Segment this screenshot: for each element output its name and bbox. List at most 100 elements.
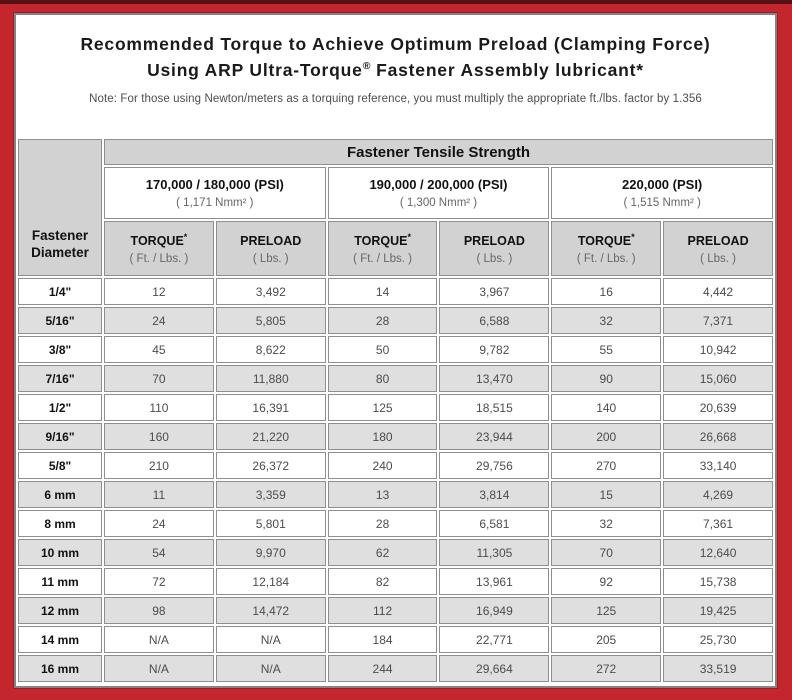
value-cell: 272 <box>551 655 662 682</box>
value-cell: N/A <box>215 626 326 653</box>
value-cell: 16 <box>551 278 662 305</box>
value-cell: 90 <box>551 365 662 392</box>
value-cell: 270 <box>551 452 662 479</box>
table-row: 11 mm 72 12,184 82 13,961 92 15,738 <box>18 568 773 595</box>
psi-value: 220,000 (PSI) <box>622 177 703 192</box>
diameter-cell: 12 mm <box>18 597 102 624</box>
value-cell: 5,801 <box>215 510 326 537</box>
value-cell: 92 <box>551 568 662 595</box>
column-header-title: PRELOAD <box>687 234 749 249</box>
table-row: 1/4" 12 3,492 14 3,967 16 4,442 <box>18 278 773 305</box>
value-cell: 3,967 <box>439 278 550 305</box>
header-row-psi: 170,000 / 180,000 (PSI) ( 1,171 Nmm² ) 1… <box>18 167 773 219</box>
value-cell: 62 <box>327 539 438 566</box>
diameter-cell: 1/2" <box>18 394 102 421</box>
value-cell: 12,640 <box>663 539 773 566</box>
value-cell: 13 <box>327 481 438 508</box>
table-row: 9/16" 160 21,220 180 23,944 200 26,668 <box>18 423 773 450</box>
value-cell: 140 <box>551 394 662 421</box>
table-row: 14 mm N/A N/A 184 22,771 205 25,730 <box>18 626 773 653</box>
header-row-tensile: Fastener Diameter Fastener Tensile Stren… <box>18 139 773 276</box>
value-cell: 4,269 <box>663 481 773 508</box>
value-cell: 70 <box>104 365 214 392</box>
value-cell: 32 <box>551 307 662 334</box>
psi-value: 190,000 / 200,000 (PSI) <box>369 177 508 192</box>
column-header-torque-3: TORQUE* ( Ft. / Lbs. ) <box>551 221 662 276</box>
title-line-2-text: Using ARP Ultra-Torque <box>147 60 363 81</box>
value-cell: 32 <box>551 510 662 537</box>
value-cell: 184 <box>327 626 438 653</box>
value-cell: 26,668 <box>663 423 773 450</box>
diameter-cell: 6 mm <box>18 481 102 508</box>
title-block: Recommended Torque to Achieve Optimum Pr… <box>16 15 775 137</box>
value-cell: N/A <box>215 655 326 682</box>
value-cell: 26,372 <box>215 452 326 479</box>
title-line-2: Using ARP Ultra-Torque® Fastener Assembl… <box>147 60 644 80</box>
value-cell: 29,756 <box>439 452 550 479</box>
diameter-cell: 3/8" <box>18 336 102 363</box>
corner-header-line-1: Fastener <box>31 227 89 243</box>
column-header-unit: ( Ft. / Lbs. ) <box>576 253 636 266</box>
value-cell: N/A <box>104 626 214 653</box>
asterisk: * <box>183 231 188 242</box>
psi-group-header-220: 220,000 (PSI) ( 1,515 Nmm² ) <box>551 167 773 219</box>
value-cell: 54 <box>104 539 214 566</box>
nmm-value: ( 1,515 Nmm² ) <box>623 197 701 209</box>
value-cell: 205 <box>551 626 662 653</box>
diameter-cell: 7/16" <box>18 365 102 392</box>
value-cell: 7,361 <box>663 510 773 537</box>
value-cell: 6,581 <box>439 510 550 537</box>
value-cell: 244 <box>327 655 438 682</box>
nmm-value: ( 1,171 Nmm² ) <box>176 197 254 209</box>
diameter-cell: 5/8" <box>18 452 102 479</box>
nmm-value: ( 1,300 Nmm² ) <box>399 197 478 209</box>
title-note: Note: For those using Newton/meters as a… <box>89 92 702 105</box>
value-cell: 16,949 <box>439 597 550 624</box>
value-cell: 9,782 <box>439 336 550 363</box>
value-cell: 33,140 <box>663 452 773 479</box>
value-cell: 28 <box>327 510 438 537</box>
title-line-2-suffix: Fastener Assembly lubricant* <box>370 60 644 81</box>
value-cell: 240 <box>327 452 438 479</box>
diameter-cell: 16 mm <box>18 655 102 682</box>
table-row: 8 mm 24 5,801 28 6,581 32 7,361 <box>18 510 773 537</box>
header-row-units: TORQUE* ( Ft. / Lbs. ) PRELOAD ( Lbs. ) … <box>18 221 773 276</box>
column-header-preload-3: PRELOAD ( Lbs. ) <box>663 221 773 276</box>
value-cell: 9,970 <box>215 539 326 566</box>
table-row: 6 mm 11 3,359 13 3,814 15 4,269 <box>18 481 773 508</box>
value-cell: 3,359 <box>215 481 326 508</box>
value-cell: 7,371 <box>663 307 773 334</box>
value-cell: N/A <box>104 655 214 682</box>
value-cell: 5,805 <box>215 307 326 334</box>
value-cell: 14,472 <box>215 597 326 624</box>
column-header-torque-2: TORQUE* ( Ft. / Lbs. ) <box>327 221 438 276</box>
value-cell: 125 <box>327 394 438 421</box>
value-cell: 18,515 <box>439 394 550 421</box>
content-panel: Recommended Torque to Achieve Optimum Pr… <box>14 13 777 688</box>
value-cell: 12 <box>104 278 214 305</box>
value-cell: 50 <box>327 336 438 363</box>
value-cell: 180 <box>327 423 438 450</box>
value-cell: 12,184 <box>215 568 326 595</box>
value-cell: 98 <box>104 597 214 624</box>
value-cell: 20,639 <box>663 394 773 421</box>
value-cell: 11,880 <box>215 365 326 392</box>
value-cell: 33,519 <box>663 655 773 682</box>
column-header-preload-2: PRELOAD ( Lbs. ) <box>439 221 550 276</box>
value-cell: 13,961 <box>439 568 550 595</box>
diameter-cell: 14 mm <box>18 626 102 653</box>
value-cell: 82 <box>327 568 438 595</box>
corner-header-line-2: Diameter <box>31 245 89 261</box>
value-cell: 24 <box>104 510 214 537</box>
value-cell: 160 <box>104 423 214 450</box>
page-title: Recommended Torque to Achieve Optimum Pr… <box>16 31 775 84</box>
diameter-cell: 9/16" <box>18 423 102 450</box>
value-cell: 21,220 <box>215 423 326 450</box>
value-cell: 28 <box>327 307 438 334</box>
torque-table-body: 1/4" 12 3,492 14 3,967 16 4,442 5/16" 24 5,805 28 6… <box>18 278 773 682</box>
value-cell: 11,305 <box>439 539 550 566</box>
column-header-torque-1: TORQUE* ( Ft. / Lbs. ) <box>104 221 214 276</box>
value-cell: 72 <box>104 568 214 595</box>
table-row: 3/8" 45 8,622 50 9,782 55 10,942 <box>18 336 773 363</box>
value-cell: 70 <box>551 539 662 566</box>
